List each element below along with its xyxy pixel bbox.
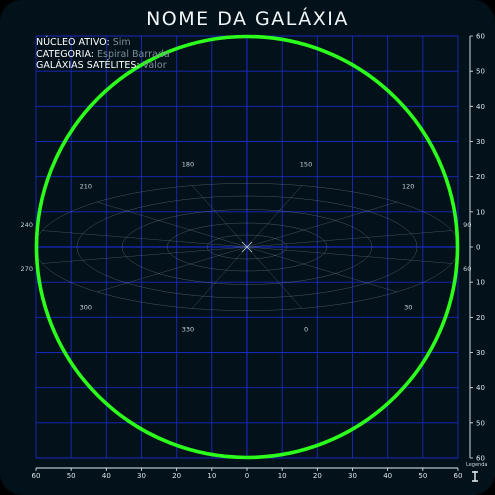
polar-spoke — [246, 246, 452, 264]
y-tick-label: 20 — [476, 314, 485, 322]
x-tick-label: 20 — [172, 472, 181, 480]
polar-spoke — [246, 185, 303, 248]
angle-label: 90 — [463, 221, 471, 229]
info-panel: NÚCLEO ATIVO: Sim CATEGORIA: Espiral Bar… — [36, 37, 170, 72]
y-tick-label: 10 — [476, 208, 485, 216]
x-tick-label: 10 — [207, 472, 216, 480]
polar-spoke — [246, 230, 452, 248]
x-tick-label: 50 — [418, 472, 427, 480]
x-tick-label: 60 — [454, 472, 463, 480]
info-row-category: CATEGORIA: Espiral Barrada — [36, 48, 170, 60]
y-tick-label: 30 — [476, 138, 485, 146]
x-tick-label: 10 — [278, 472, 287, 480]
angle-label: 180 — [182, 160, 194, 168]
angle-label: 300 — [80, 303, 92, 311]
angle-label: 120 — [402, 183, 414, 191]
polar-ring — [76, 195, 418, 299]
angle-label: 60 — [463, 265, 471, 273]
x-tick-label: 40 — [383, 472, 392, 480]
page-title: NOME DA GALÁXIA — [146, 8, 349, 30]
y-tick-label: 30 — [476, 349, 485, 357]
legend-label: Legenda — [466, 462, 488, 468]
x-tick-label: 50 — [67, 472, 76, 480]
galaxy-ring — [34, 34, 460, 460]
polar-spoke — [246, 246, 303, 309]
y-tick-label: 60 — [476, 455, 485, 463]
polar-ring — [121, 209, 373, 285]
y-tick-label: 40 — [476, 103, 485, 111]
y-tick-label: 0 — [476, 244, 480, 252]
polar-ring — [206, 234, 288, 260]
polar-spoke — [97, 201, 248, 248]
angle-label: 270 — [21, 265, 33, 273]
polar-spoke — [42, 246, 248, 264]
x-tick-label: 30 — [137, 472, 146, 480]
polar-spoke — [246, 201, 397, 248]
x-tick-label: 30 — [348, 472, 357, 480]
info-row-nucleus: NÚCLEO ATIVO: Sim — [36, 37, 131, 48]
y-tick-label: 60 — [476, 33, 485, 41]
polar-spoke — [246, 246, 397, 293]
x-tick-label: 20 — [313, 472, 322, 480]
info-row-satellites: GALÁXIAS SATÉLITES: Valor — [36, 60, 167, 71]
angle-label: 30 — [404, 303, 412, 311]
y-tick-label: 50 — [476, 419, 485, 427]
center-marker — [241, 241, 253, 253]
angle-label: 330 — [182, 326, 194, 334]
x-tick-label: 60 — [32, 472, 41, 480]
angle-label: 0 — [304, 326, 308, 334]
angle-label: 240 — [21, 221, 33, 229]
y-tick-label: 20 — [476, 173, 485, 181]
angle-label: 150 — [300, 160, 312, 168]
x-tick-label: 40 — [102, 472, 111, 480]
angle-label: 210 — [80, 183, 92, 191]
y-tick-label: 40 — [476, 384, 485, 392]
y-tick-label: 10 — [476, 279, 485, 287]
polar-spoke — [191, 185, 248, 248]
polar-spoke — [97, 246, 248, 293]
polar-spoke — [191, 246, 248, 309]
y-tick-label: 50 — [476, 68, 485, 76]
polar-ring — [166, 222, 328, 272]
polar-spoke — [42, 230, 248, 248]
legend-marker-icon[interactable] — [470, 470, 480, 482]
x-tick-label: 0 — [245, 472, 249, 480]
